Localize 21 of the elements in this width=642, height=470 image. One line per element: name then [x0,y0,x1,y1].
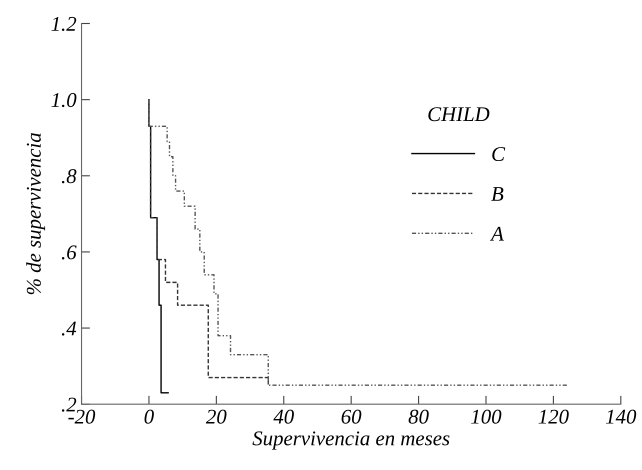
x-tick-label: 0 [144,410,154,424]
y-tick-label: .8 [62,169,76,184]
x-tick-label: 120 [538,410,569,424]
legend-label: B [491,187,504,201]
y-tick-label: 1.2 [51,16,76,32]
x-tick-label: 140 [606,410,636,424]
y-tick-label: .2 [62,398,76,412]
y-tick-label: .4 [62,322,76,336]
y-tick-label: 1.0 [51,93,76,108]
legend-label: A [490,226,504,241]
y-tick-label: .6 [62,245,77,260]
x-tick-label: 20 [206,410,227,424]
x-tick-label: 100 [471,410,502,424]
x-tick-label: 60 [342,410,362,424]
y-axis-title: % de supervivencia [26,133,46,294]
x-tick-label: 80 [408,410,429,424]
legend-title: CHILD [428,107,490,122]
x-tick-label: 40 [273,410,294,424]
x-axis-title: Supervivencia en meses [252,431,450,450]
legend-label: C [492,147,506,162]
x-tick-label: -20 [68,410,96,424]
